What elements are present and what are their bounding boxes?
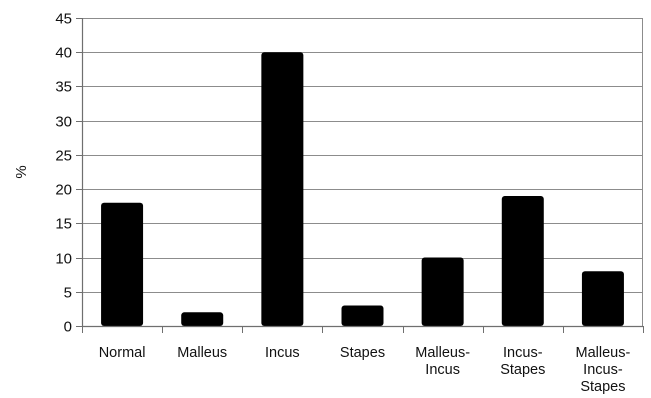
y-tick-label: 20 (55, 182, 72, 199)
x-category-label: Normal (99, 345, 146, 361)
y-tick-label: 30 (55, 114, 72, 131)
y-tick-label: 40 (55, 45, 72, 62)
bar (261, 52, 304, 326)
x-category-label: Malleus-Incus-Stapes (576, 345, 631, 395)
grid-layer (82, 18, 643, 293)
y-tick-label: 25 (55, 148, 72, 165)
axes-layer (76, 18, 644, 333)
y-tick-label: 5 (64, 285, 72, 302)
x-category-label: Incus (265, 345, 300, 361)
x-category-label: Incus-Stapes (500, 345, 545, 378)
bar (101, 202, 144, 326)
bars-layer (101, 52, 624, 326)
y-tick-label: 35 (55, 79, 72, 96)
y-tick-label: 45 (55, 11, 72, 28)
y-tick-label: 10 (55, 251, 72, 268)
bar (581, 271, 624, 326)
y-tick-label: 0 (64, 319, 72, 336)
x-category-label: Malleus-Incus (415, 345, 470, 378)
labels-layer: 0 5 10 15 20 25 30 35 40 45 Normal Malleus Incus Stap… (55, 11, 630, 396)
bar (341, 305, 384, 326)
x-category-label: Stapes (340, 345, 385, 361)
bar (181, 312, 224, 326)
bar (501, 195, 544, 326)
bar (421, 257, 464, 326)
y-axis-label: % (13, 165, 30, 178)
x-category-label: Malleus (177, 345, 227, 361)
y-tick-label: 15 (55, 216, 72, 233)
